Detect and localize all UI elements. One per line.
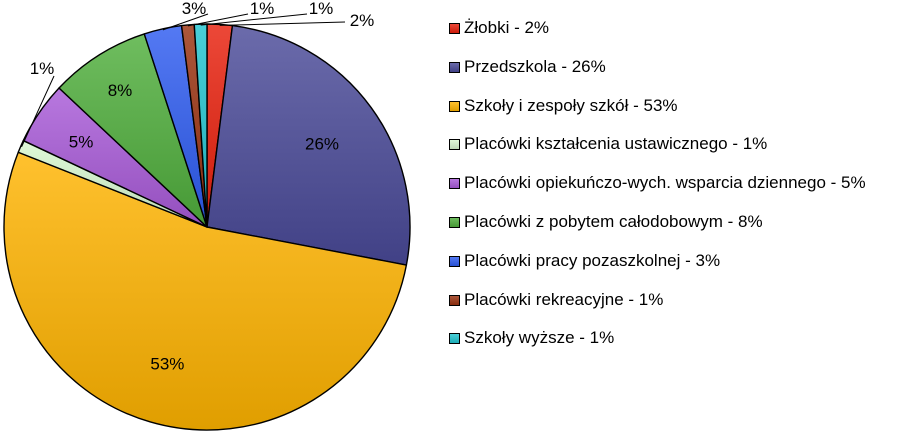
leader-line-szkoly-wyzsze	[200, 13, 308, 26]
legend-label: Żłobki - 2%	[464, 18, 550, 37]
data-label-zlobki: 2%	[350, 11, 375, 30]
leader-line-placowki-rekreacyjne	[187, 13, 249, 27]
legend-swatch	[449, 216, 460, 228]
data-label-szkoly-i-zespoly-szkol: 53%	[150, 355, 184, 374]
pie-chart: 2% 26% 53% 1% 5% 8% 3% 1% 1%	[3, 0, 411, 431]
leader-line-placowki-pracy-pozaszkolnej	[162, 13, 209, 31]
legend-label: Przedszkola - 26%	[464, 56, 606, 76]
legend-label: Placówki opiekuńczo-wych. wsparcia dzien…	[464, 173, 866, 193]
pie-slice-placowki-z-pobytem-calodobowym	[58, 33, 208, 228]
data-label-placowki-z-pobytem-calodobowym: 8%	[108, 81, 133, 100]
legend-label: Szkoły wyższe - 1%	[464, 328, 615, 348]
data-label-placowki-ksztalcenia-ustawicznego: 1%	[30, 59, 55, 78]
data-label-placowki-rekreacyjne: 1%	[250, 0, 275, 18]
data-label-placowki-opiekunczo-wych-wsparcia-dziennego: 5%	[69, 132, 94, 151]
legend-swatch	[449, 100, 460, 112]
data-label-placowki-pracy-pozaszkolnej: 3%	[182, 0, 207, 18]
legend-swatch	[449, 178, 460, 190]
data-label-szkoly-wyzsze: 1%	[309, 0, 334, 18]
leader-line-zlobki	[219, 21, 346, 26]
legend-label: Placówki kształcenia ustawicznego - 1%	[464, 134, 768, 154]
pie-slice-przedszkola	[206, 24, 411, 266]
legend-label: Szkoły i zespoły szkół - 53%	[464, 95, 678, 115]
legend-swatch	[449, 333, 460, 345]
legend-label: Placówki pracy pozaszkolnej - 3%	[464, 250, 721, 270]
pie-slice-szkoly-i-zespoly-szkol	[3, 151, 408, 431]
leader-line-placowki-ksztalcenia-ustawicznego	[21, 75, 55, 148]
legend-label: Placówki rekreacyjne - 1%	[464, 289, 664, 309]
data-label-przedszkola: 26%	[305, 135, 339, 154]
legend-swatch	[449, 23, 460, 34]
legend-swatch	[449, 139, 460, 151]
legend-label: Placówki z pobytem całodobowym - 8%	[464, 211, 763, 231]
legend-swatch	[449, 61, 460, 73]
legend-swatch	[449, 294, 460, 306]
legend-swatch	[449, 255, 460, 267]
